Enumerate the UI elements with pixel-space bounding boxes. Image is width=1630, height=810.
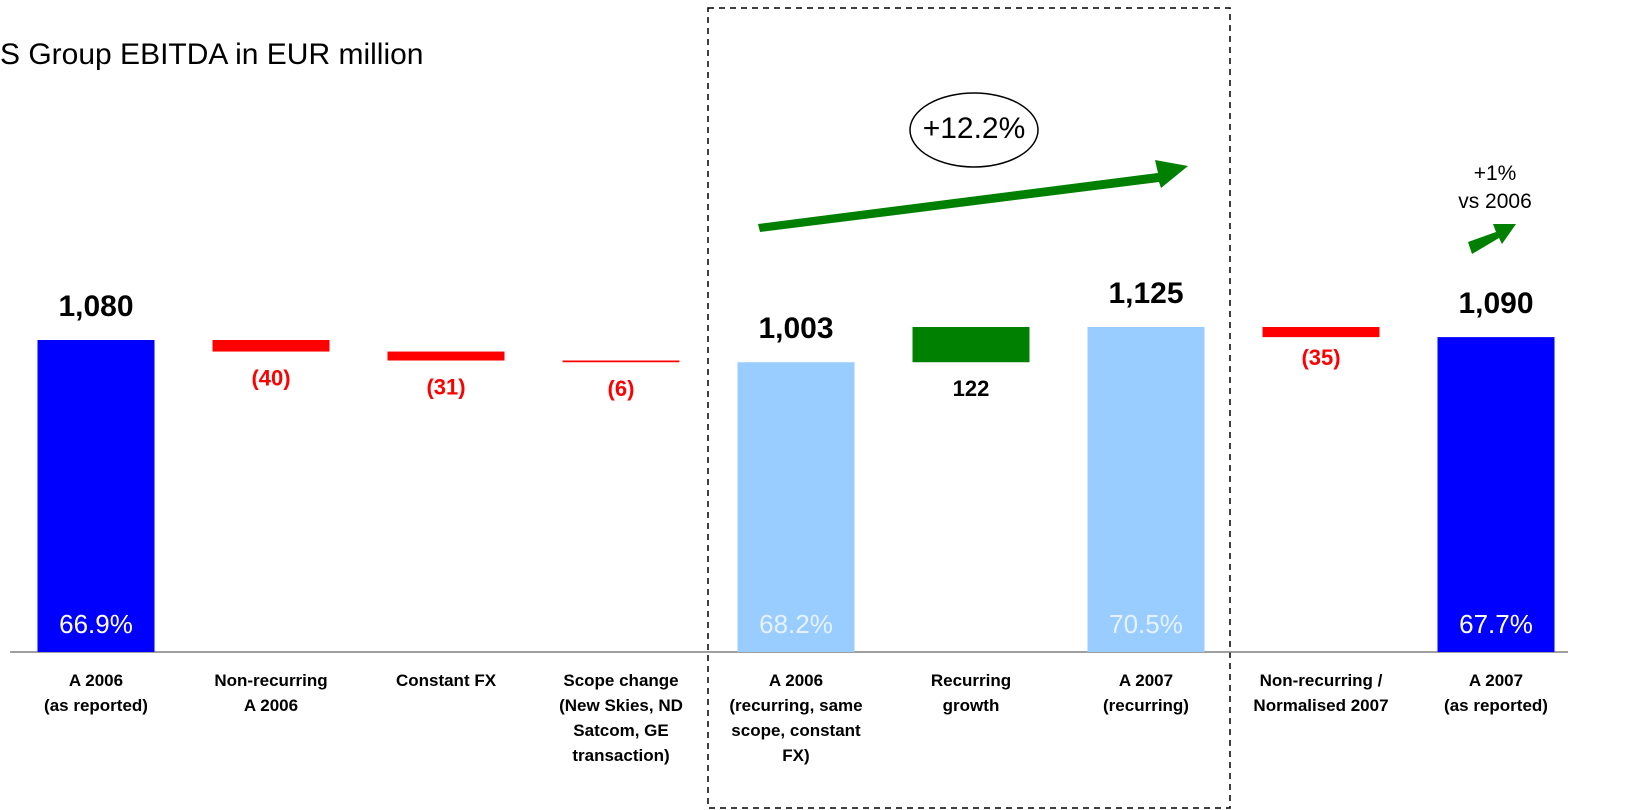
value-label: 1,080 — [58, 290, 133, 323]
bar — [387, 351, 505, 361]
x-tick-label: Recurring growth — [930, 671, 1012, 715]
x-tick-label: Non-recurring / Normalised 2007 — [1253, 671, 1389, 715]
value-label: (31) — [426, 374, 465, 399]
bar — [212, 340, 330, 352]
growth-arrow — [758, 160, 1188, 232]
margin-label: 67.7% — [1459, 609, 1533, 639]
x-tick-label: Scope change (New Skies, ND Satcom, GE t… — [559, 671, 683, 765]
x-tick-label: A 2006 (recurring, same scope, constant … — [729, 671, 863, 765]
margin-label: 70.5% — [1109, 609, 1183, 639]
margin-label: 66.9% — [59, 609, 133, 639]
x-tick-label: A 2006 (as reported) — [44, 671, 148, 715]
bar — [737, 362, 855, 652]
bar — [1437, 337, 1555, 652]
bar — [37, 340, 155, 652]
annotation: +12.2% — [923, 112, 1026, 145]
growth-arrow-small — [1468, 224, 1516, 254]
value-label: (6) — [608, 376, 635, 401]
chart-title: S Group EBITDA in EUR million — [0, 38, 423, 71]
x-tick-label: A 2007 (as reported) — [1444, 671, 1548, 715]
annotation-ellipse — [909, 92, 1039, 168]
value-label: (35) — [1301, 345, 1340, 370]
bar — [912, 327, 1030, 363]
value-label: 1,125 — [1108, 277, 1183, 310]
highlight-box — [707, 7, 1231, 809]
bar — [562, 360, 680, 363]
x-tick-label: Constant FX — [395, 671, 497, 690]
annotation: +1% vs 2006 — [1458, 162, 1532, 213]
value-label: 1,003 — [758, 312, 833, 345]
bar — [1262, 327, 1380, 338]
margin-label: 68.2% — [759, 609, 833, 639]
x-tick-label: A 2007 (recurring) — [1103, 671, 1189, 715]
value-label: 1,090 — [1458, 287, 1533, 320]
value-label: (40) — [251, 365, 290, 390]
value-label: 122 — [953, 376, 990, 401]
bar — [1087, 327, 1205, 652]
x-tick-label: Non-recurring A 2006 — [214, 671, 328, 715]
